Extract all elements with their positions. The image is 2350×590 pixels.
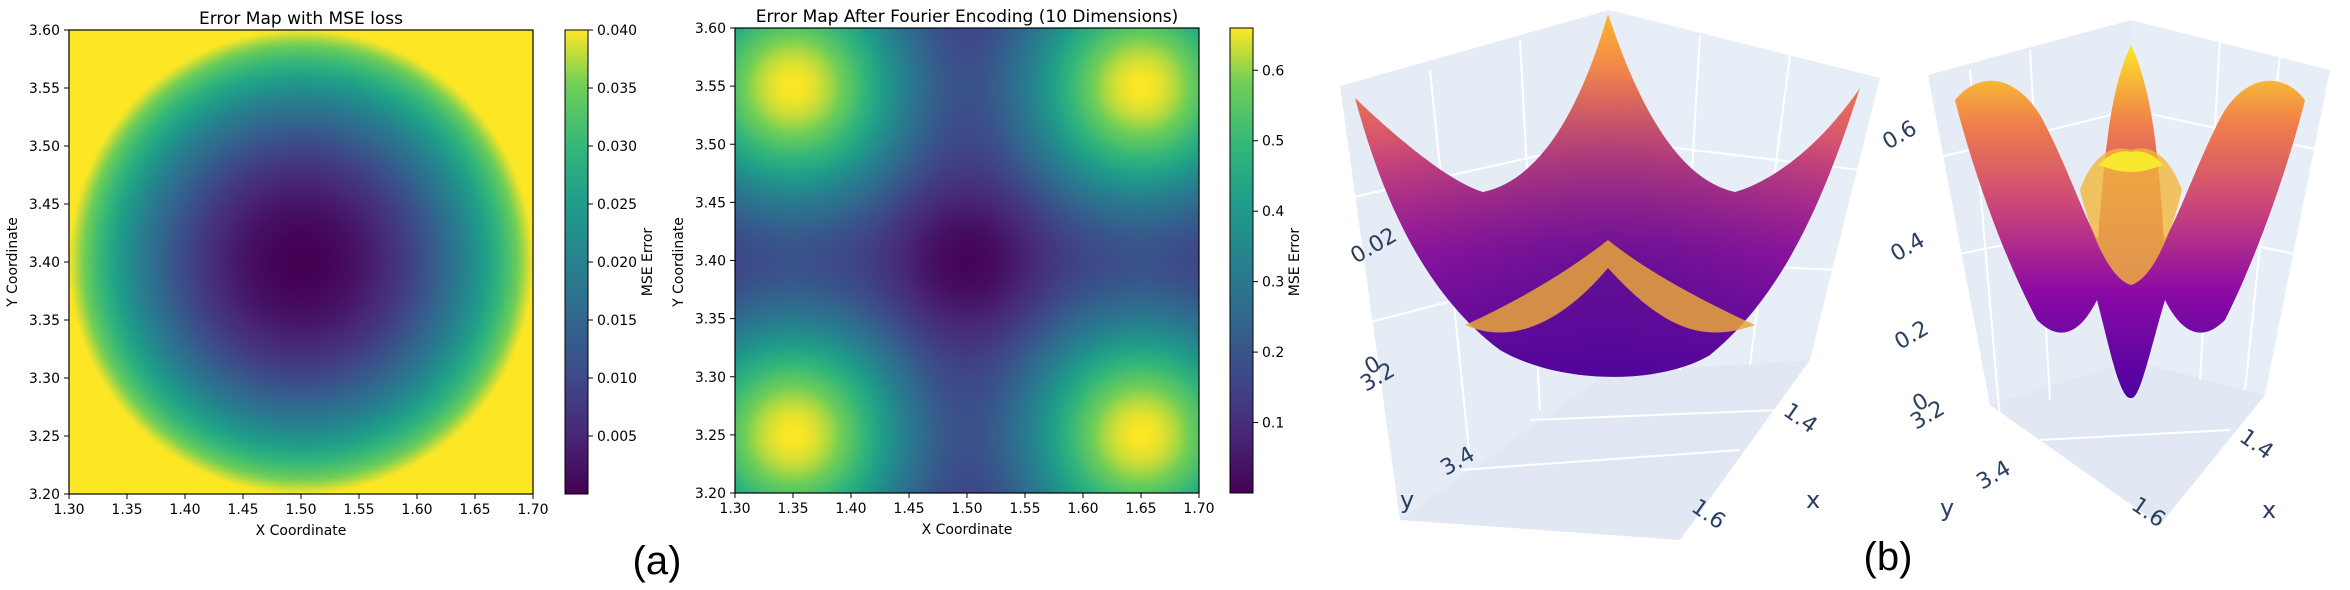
c2-y-tick-label: 3.30 [695,370,726,386]
c1-x-tick-label: 1.45 [227,502,258,518]
chart-3-x-axis-label: x [1806,486,1820,514]
chart-2-y-ticks: 3.20 3.25 3.30 3.35 3.40 3.45 3.50 3.55 3.60 [695,21,735,502]
chart-2-colorbar-label: MSE Error [1287,228,1303,297]
chart-4-y-axis-label: y [1940,494,1954,522]
chart-3-surface-front-peak [1465,240,1755,333]
c1-x-tick-label: 1.60 [401,502,432,518]
c1-y-tick-label: 3.60 [29,23,60,39]
c1-y-tick-label: 3.35 [29,313,60,329]
chart-1-ylabel: Y Coordinate [5,217,21,308]
chart-1-y-ticks: 3.20 3.25 3.30 3.35 3.40 3.45 3.50 3.55 3.60 [29,23,69,503]
chart-2-ylabel: Y Coordinate [671,217,687,308]
c1-colorbar-tick-label: 0.005 [597,429,637,445]
chart-4-z-tick-1: 0.2 [1891,316,1934,355]
chart-1-xlabel: X Coordinate [256,523,347,539]
c2-colorbar-tick-label: 0.4 [1262,204,1284,220]
c1-x-tick-label: 1.30 [53,502,84,518]
chart-4-z-tick-2: 0.4 [1887,228,1930,267]
c2-x-tick-label: 1.35 [777,501,808,517]
c2-x-tick-label: 1.60 [1067,501,1098,517]
chart-1-x-ticks: 1.30 1.35 1.40 1.45 1.50 1.55 1.60 1.65 1.70 [53,494,549,518]
chart-2-colorbar [1229,27,1254,494]
chart-2-colorbar-ticks: 0.1 0.2 0.3 0.4 0.5 0.6 [1253,63,1284,432]
chart-4-z-tick-3: 0.6 [1879,116,1922,155]
c1-colorbar-tick-label: 0.010 [597,371,637,387]
c2-y-tick-label: 3.25 [695,428,726,444]
c1-y-tick-label: 3.30 [29,371,60,387]
chart-2-title: Error Map After Fourier Encoding (10 Dim… [756,7,1179,27]
chart-2-heatmap [735,28,1199,493]
c1-y-tick-label: 3.20 [29,487,60,503]
c1-y-tick-label: 3.50 [29,139,60,155]
c2-x-tick-label: 1.55 [1009,501,1040,517]
c1-x-tick-label: 1.35 [111,502,142,518]
c2-y-tick-label: 3.60 [695,21,726,37]
c1-x-tick-label: 1.55 [343,502,374,518]
chart-1-heatmap [69,30,533,494]
chart-4-surface-highlight [2099,151,2163,172]
caption-a: (a) [633,539,682,583]
chart-1: Error Map with MSE loss 1.30 1.35 1.40 1.45… [5,9,656,539]
chart-3-surface-shade [1355,14,1860,377]
c2-x-tick-label: 1.30 [719,501,750,517]
c1-x-tick-label: 1.65 [459,502,490,518]
c2-x-tick-label: 1.50 [951,501,982,517]
c2-y-tick-label: 3.40 [695,254,726,270]
chart-3-box-floor [1400,360,1810,540]
chart-1-colorbar-label: MSE Error [640,228,656,297]
c1-y-tick-label: 3.45 [29,197,60,213]
chart-1-colorbar [564,29,589,495]
c2-x-tick-label: 1.65 [1125,501,1156,517]
c1-colorbar-tick-label: 0.025 [597,197,637,213]
c2-colorbar-tick-label: 0.1 [1262,416,1284,432]
c2-colorbar-tick-label: 0.5 [1262,134,1284,150]
chart-2-xlabel: X Coordinate [922,522,1013,538]
c1-colorbar-tick-label: 0.015 [597,313,637,329]
c2-y-tick-label: 3.35 [695,312,726,328]
chart-4-x-axis-label: x [2262,496,2276,524]
c1-colorbar-tick-label: 0.035 [597,81,637,97]
c1-x-tick-label: 1.50 [285,502,316,518]
chart-3-x-tick-0: 1.4 [1779,398,1822,439]
chart-4: 0.6 0.4 0.2 0 3.2 3.4 y 1.4 1.6 x [1879,20,2330,533]
c1-colorbar-tick-label: 0.040 [597,23,637,39]
chart-1-colorbar-ticks: 0.005 0.010 0.015 0.020 0.025 0.030 0.035 0.040 [588,23,637,445]
chart-4-surface-front-peak [2080,148,2182,285]
chart-4-x-tick-0: 1.4 [2235,424,2278,465]
c2-x-tick-label: 1.45 [893,501,924,517]
chart-3-y-axis-label: y [1400,486,1414,514]
caption-b: (b) [1864,535,1913,579]
chart-4-y-tick-1: 3.4 [1973,456,2016,495]
c2-y-tick-label: 3.20 [695,486,726,502]
c1-x-tick-label: 1.70 [517,502,548,518]
chart-4-box-floor [1990,360,2265,525]
chart-2-x-ticks: 1.30 1.35 1.40 1.45 1.50 1.55 1.60 1.65 1.70 [719,493,1215,517]
c2-colorbar-tick-label: 0.3 [1262,275,1284,291]
c2-x-tick-label: 1.40 [835,501,866,517]
c1-y-tick-label: 3.40 [29,255,60,271]
chart-3: 0.02 0 3.2 3.4 y 1.4 1.6 x [1339,10,1880,540]
c1-colorbar-tick-label: 0.020 [597,255,637,271]
c2-y-tick-label: 3.50 [695,137,726,153]
c2-y-tick-label: 3.45 [695,195,726,211]
c1-y-tick-label: 3.25 [29,429,60,445]
chart-2: Error Map After Fourier Encoding (10 Dim… [671,7,1303,538]
c2-x-tick-label: 1.70 [1183,501,1214,517]
c1-y-tick-label: 3.55 [29,81,60,97]
c2-y-tick-label: 3.55 [695,79,726,95]
chart-1-title: Error Map with MSE loss [199,9,403,29]
c2-colorbar-tick-label: 0.6 [1262,63,1284,79]
c1-x-tick-label: 1.40 [169,502,200,518]
c1-colorbar-tick-label: 0.030 [597,139,637,155]
c2-colorbar-tick-label: 0.2 [1262,345,1284,361]
